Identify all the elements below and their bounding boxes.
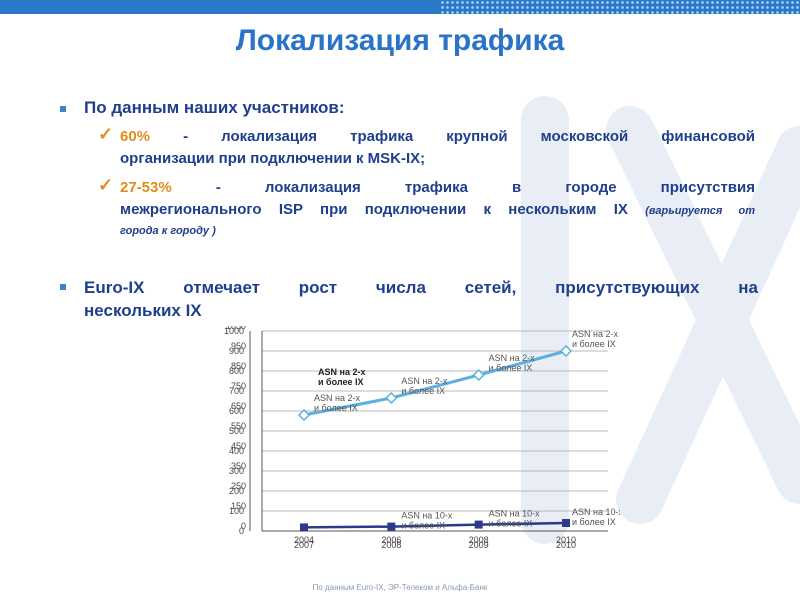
x-tick-label: 2006 bbox=[381, 535, 401, 545]
x-tick-label: 2010 bbox=[556, 535, 576, 545]
point2-line2: межрегионального ISP при подключении к н… bbox=[120, 199, 755, 222]
point1-percent: 60% bbox=[120, 128, 151, 145]
x-tick-label: 2010 bbox=[556, 540, 576, 550]
y-tick-label: 650 bbox=[231, 401, 246, 411]
y-tick-label: 550 bbox=[231, 421, 246, 431]
y-tick-label: 700 bbox=[229, 386, 244, 396]
data-label: ASN на 2-х и более IX bbox=[572, 329, 618, 349]
y-tick-label: 250 bbox=[231, 481, 246, 491]
euro-ix-line2: нескольких IX bbox=[84, 301, 202, 320]
x-tick-label: 2004 bbox=[294, 535, 314, 545]
intro-text: По данным наших участников: bbox=[84, 98, 345, 117]
y-tick-label: 850 bbox=[231, 361, 246, 371]
y-tick-label: 500 bbox=[229, 426, 244, 436]
data-point bbox=[385, 391, 398, 405]
y-tick-label: 100 bbox=[229, 506, 244, 516]
y-tick-label: 300 bbox=[229, 466, 244, 476]
point2-text2: межрегионального ISP при подключении к н… bbox=[120, 201, 628, 218]
y-tick-label: 350 bbox=[231, 461, 246, 471]
y-tick-label: 150 bbox=[231, 501, 246, 511]
bullet-square bbox=[60, 284, 66, 290]
source-note: По данным Euro-IX, ЭР-Телеком и Альфа-Ба… bbox=[312, 583, 488, 592]
data-label: ASN на 10-х и более IX bbox=[401, 511, 452, 531]
y-tick-label: 200 bbox=[229, 486, 244, 496]
x-tick-label: 2008 bbox=[381, 540, 401, 550]
point2-percent: 27-53% bbox=[120, 179, 172, 196]
data-point bbox=[472, 368, 485, 382]
euro-ix-line1: Euro-IX отмечает рост числа сетей, прису… bbox=[84, 278, 758, 297]
point2-note-cont: города к городу ) bbox=[120, 225, 216, 237]
y-tick-label: 900 bbox=[229, 346, 244, 356]
y-tick-label: 600 bbox=[229, 406, 244, 416]
series-line bbox=[303, 349, 567, 417]
series-line bbox=[303, 521, 567, 529]
point2-line3: города к городу ) bbox=[120, 219, 755, 242]
check-icon: ✓ bbox=[98, 124, 114, 144]
y-tick-label: 750 bbox=[231, 381, 246, 391]
y-tick-label: 1050 bbox=[226, 326, 246, 331]
y-tick-label: 1000 bbox=[224, 326, 244, 336]
data-point bbox=[562, 519, 570, 527]
check-icon: ✓ bbox=[98, 175, 114, 195]
point2-note: (варьируется от bbox=[645, 205, 755, 217]
data-point bbox=[387, 522, 396, 531]
data-point bbox=[300, 523, 308, 532]
point1-text1: - локализация трафика крупной московской… bbox=[183, 128, 755, 145]
point1-line2: организации при подключении к MSK-IX; bbox=[120, 150, 426, 167]
bullet-square bbox=[60, 106, 66, 112]
x-tick-label: 2009 bbox=[469, 540, 489, 550]
y-tick-label: 950 bbox=[231, 341, 246, 351]
data-point bbox=[474, 520, 483, 529]
x-tick-label: 2008 bbox=[469, 535, 489, 545]
data-labels: ASN на 2-х и более IX ASN на 2-х и более IX… bbox=[314, 329, 620, 531]
y-tick-label: 450 bbox=[231, 441, 246, 451]
data-label: ASN на 2-х и более IX bbox=[318, 367, 365, 387]
data-label: ASN на 10-х и более IX bbox=[489, 509, 540, 529]
data-label: ASN на 2-х и более IX bbox=[314, 393, 360, 413]
y-tick-label: 800 bbox=[229, 366, 244, 376]
data-label: ASN на 10-х и более IX bbox=[572, 507, 620, 527]
data-point bbox=[297, 408, 311, 422]
data-label: ASN на 2-х и более IX bbox=[401, 376, 447, 396]
point1-line1: 60% - локализация трафика крупной москов… bbox=[120, 126, 755, 148]
data-label: ASN на 2-х и более IX bbox=[489, 353, 535, 373]
y-tick-label: 0 bbox=[239, 526, 244, 536]
x-tick-label: 2007 bbox=[294, 540, 314, 550]
y-tick-label: 0 bbox=[241, 521, 246, 531]
chart-gridlines bbox=[249, 330, 608, 532]
point2-text1: - локализация трафика в городе присутств… bbox=[215, 179, 755, 196]
top-banner bbox=[0, 0, 800, 14]
chart-series bbox=[297, 344, 573, 532]
slide-title: Локализация трафика bbox=[235, 24, 565, 57]
point2-line1: 27-53% - локализация трафика в городе пр… bbox=[120, 177, 755, 199]
dot-pattern bbox=[440, 0, 800, 14]
data-point bbox=[559, 344, 573, 358]
y-tick-label: 400 bbox=[229, 446, 244, 456]
